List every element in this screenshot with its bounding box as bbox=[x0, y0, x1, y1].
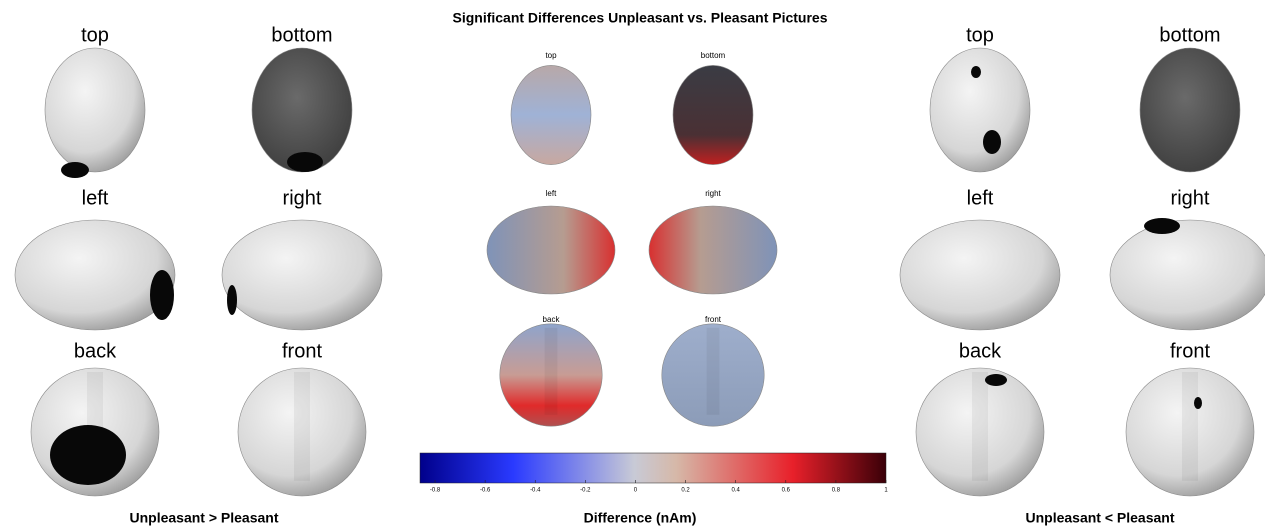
view-label: front bbox=[1170, 340, 1210, 362]
significant-region bbox=[287, 152, 323, 172]
view-label: left bbox=[546, 189, 557, 198]
view-label: bottom bbox=[701, 51, 726, 60]
brain bbox=[486, 205, 616, 295]
view-label: left bbox=[82, 187, 109, 209]
colorbar-label: Difference (nAm) bbox=[584, 510, 697, 526]
brain-midline bbox=[294, 372, 310, 481]
view-label: left bbox=[967, 187, 994, 209]
brain bbox=[237, 367, 367, 497]
significant-region bbox=[985, 374, 1007, 386]
colorbar-tick-label: 0.2 bbox=[681, 488, 690, 494]
brain bbox=[648, 205, 778, 295]
brain bbox=[929, 47, 1031, 173]
brain bbox=[1109, 219, 1265, 331]
brain bbox=[899, 219, 1061, 331]
brain bbox=[510, 65, 592, 165]
colorbar-tick-label: -0.4 bbox=[530, 488, 541, 494]
significant-region bbox=[971, 66, 981, 78]
view-label: bottom bbox=[271, 24, 332, 46]
brain-midline bbox=[544, 327, 558, 415]
brain bbox=[1125, 367, 1255, 497]
view-label: back bbox=[543, 315, 561, 324]
caption: Unpleasant < Pleasant bbox=[1025, 510, 1174, 526]
brain bbox=[672, 65, 754, 165]
view-label: right bbox=[283, 187, 322, 209]
view-label: front bbox=[282, 340, 322, 362]
view-label: top bbox=[545, 51, 557, 60]
caption: Unpleasant > Pleasant bbox=[129, 510, 278, 526]
colorbar-tick-label: 1 bbox=[884, 488, 888, 494]
brains: top bottom left right back front top bottom left… bbox=[14, 24, 1265, 497]
brain-midline bbox=[706, 327, 720, 415]
brain bbox=[14, 219, 176, 331]
brain-midline bbox=[972, 372, 988, 481]
brain bbox=[44, 47, 146, 173]
view-label: top bbox=[81, 24, 109, 46]
colorbar-tick-label: 0.6 bbox=[782, 488, 791, 494]
significant-region bbox=[150, 270, 174, 320]
view-label: back bbox=[74, 340, 117, 362]
significant-region bbox=[50, 425, 126, 485]
colorbar-tick-label: 0.8 bbox=[832, 488, 841, 494]
brain bbox=[915, 367, 1045, 497]
brain bbox=[251, 47, 353, 173]
colorbar-tick-label: -0.8 bbox=[430, 488, 441, 494]
colorbar bbox=[419, 452, 887, 484]
figure-title: Significant Differences Unpleasant vs. P… bbox=[452, 10, 827, 26]
significant-region bbox=[61, 162, 89, 178]
brain bbox=[1139, 47, 1241, 173]
view-label: right bbox=[1171, 187, 1210, 209]
colorbar-tick-label: -0.6 bbox=[480, 488, 491, 494]
significant-region bbox=[983, 130, 1001, 154]
view-label: top bbox=[966, 24, 994, 46]
view-label: front bbox=[705, 315, 722, 324]
significant-region bbox=[1144, 218, 1180, 234]
view-label: bottom bbox=[1159, 24, 1220, 46]
brain bbox=[499, 323, 603, 427]
brain bbox=[221, 219, 383, 331]
view-label: back bbox=[959, 340, 1002, 362]
colorbar-tick-label: -0.2 bbox=[580, 488, 591, 494]
view-label: right bbox=[705, 189, 721, 198]
colorbar-tick-label: 0.4 bbox=[732, 488, 741, 494]
brain-midline bbox=[1182, 372, 1198, 481]
colorbar-tick-label: 0 bbox=[634, 488, 638, 494]
significant-region bbox=[227, 285, 237, 315]
significant-region bbox=[1194, 397, 1202, 409]
brain bbox=[661, 323, 765, 427]
